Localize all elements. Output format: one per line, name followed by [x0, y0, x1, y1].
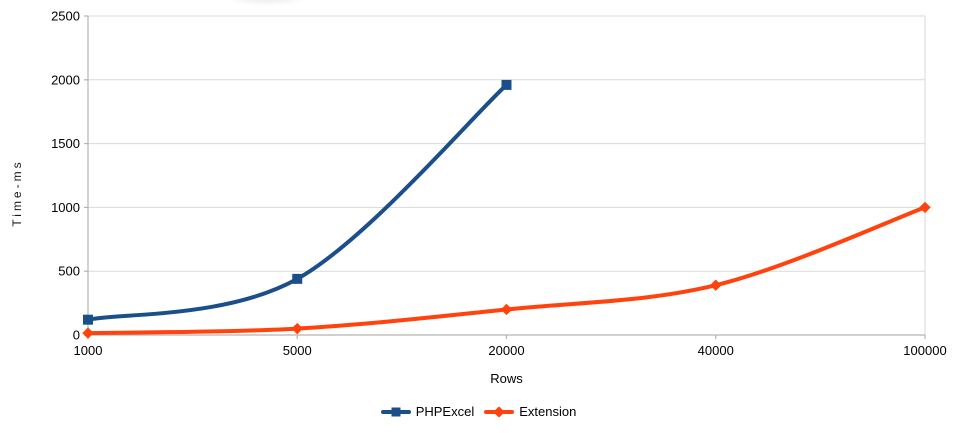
y-tick-label: 2000 [51, 72, 80, 87]
x-tick-label: 20000 [488, 343, 524, 358]
legend-label: Extension [519, 404, 577, 419]
x-tick-label: 40000 [698, 343, 734, 358]
diamond-marker-icon [493, 405, 505, 418]
y-axis-title: Time-ms [10, 159, 24, 227]
series-extension-marker [500, 303, 513, 316]
legend-line-swatch [380, 407, 411, 416]
series-extension-marker [710, 279, 722, 291]
series-extension-marker [919, 201, 931, 214]
legend-item-phpexcel: PHPExcel [380, 404, 475, 419]
y-tick-label: 1000 [51, 200, 80, 215]
series-extension-marker [82, 327, 94, 339]
legend: PHPExcel Extension [0, 404, 957, 419]
y-tick-label: 1500 [51, 136, 80, 151]
series-phpexcel-marker [292, 273, 303, 284]
x-tick-label: 100000 [903, 343, 946, 358]
legend-line-swatch [484, 405, 515, 418]
x-axis-title: Rows [490, 371, 523, 386]
legend-label: PHPExcel [415, 404, 475, 419]
series-phpexcel-marker [83, 314, 93, 325]
y-tick-label: 0 [73, 328, 80, 343]
series-extension-marker [291, 322, 303, 335]
y-tick-label: 500 [58, 264, 80, 279]
legend-item-extension: Extension [484, 404, 576, 419]
square-marker-icon [391, 407, 401, 416]
x-tick-label: 5000 [283, 343, 312, 358]
series-phpexcel-marker [501, 79, 512, 90]
x-tick-label: 1000 [74, 343, 103, 358]
y-tick-label: 2500 [51, 9, 80, 24]
series-phpexcel-line [86, 82, 509, 322]
